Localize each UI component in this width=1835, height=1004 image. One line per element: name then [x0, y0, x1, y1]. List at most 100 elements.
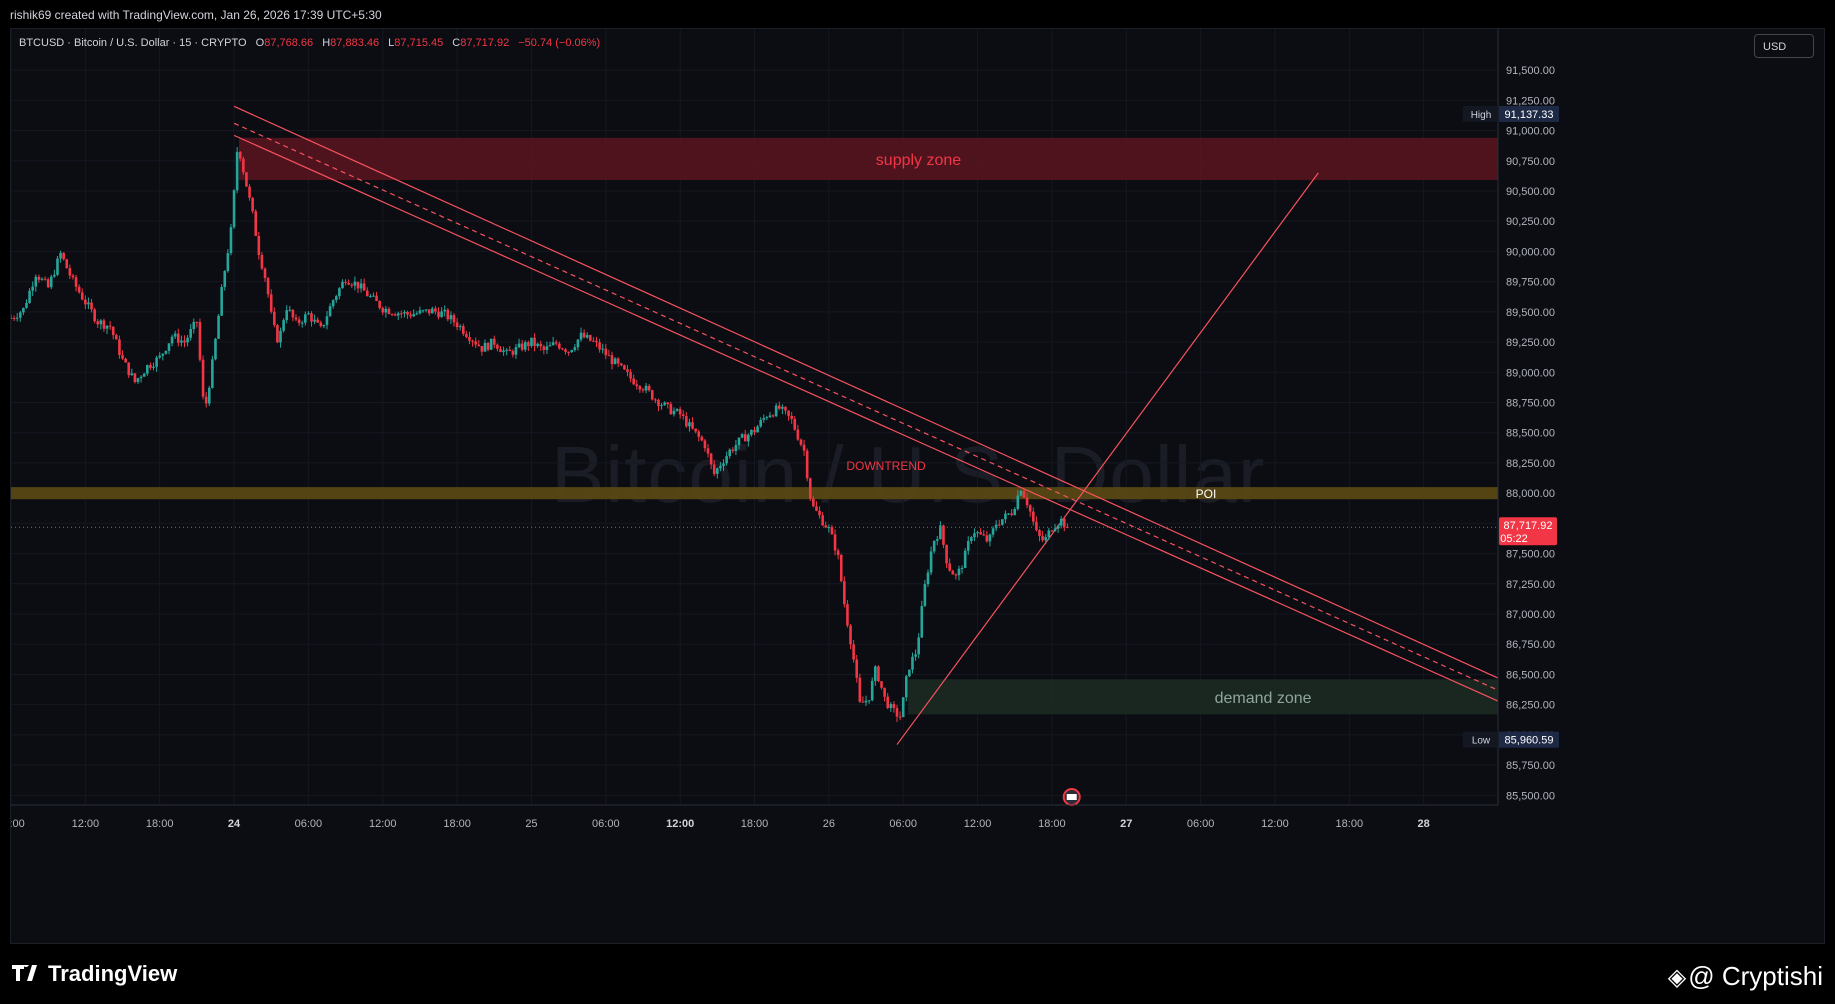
candle-body: [864, 700, 868, 703]
candle-body: [830, 527, 834, 535]
candle-body: [43, 278, 47, 280]
candle-body: [849, 625, 852, 645]
price-tick-label: 88,000.00: [1506, 488, 1555, 500]
candle-body: [539, 343, 543, 347]
high-badge-value: 91,137.33: [1505, 109, 1554, 121]
candle-body: [93, 309, 96, 322]
candle-body: [654, 399, 657, 401]
tradingview-logo[interactable]: TradingView: [12, 961, 177, 987]
candle-body: [378, 301, 381, 308]
candle-body: [545, 346, 549, 350]
candle-body: [102, 320, 106, 329]
candle-body: [743, 434, 747, 442]
currency-button[interactable]: USD: [1754, 34, 1814, 58]
candle-body: [40, 278, 44, 280]
high-label: H: [322, 37, 331, 49]
candle-body: [251, 197, 254, 212]
candle-body: [688, 422, 691, 427]
trendline-descending-channel-lower: [233, 134, 1499, 702]
candle-body: [548, 345, 552, 347]
candle-body: [660, 405, 663, 407]
candle-body: [691, 422, 694, 429]
symbol-watermark: Bitcoin / U.S. Dollar: [551, 430, 1266, 519]
price-tick-label: 90,000.00: [1506, 246, 1555, 258]
candle-body: [582, 332, 586, 338]
trendline-ascending-support: [896, 172, 1319, 745]
candle-body: [747, 434, 750, 442]
price-tick-label: 85,750.00: [1506, 760, 1555, 772]
candle-body: [62, 252, 65, 260]
candle-body: [310, 313, 313, 322]
candle-body: [353, 281, 357, 286]
candle-body: [542, 346, 546, 350]
candle-body: [623, 365, 626, 370]
candle-body: [384, 308, 388, 313]
candle-body: [917, 637, 920, 655]
candle-body: [1032, 511, 1035, 522]
candle-body: [427, 309, 431, 314]
candle-body: [533, 337, 536, 346]
candle-body: [1019, 490, 1023, 496]
candle-body: [146, 365, 149, 374]
time-tick-label: 18:00: [741, 818, 769, 830]
candle-body: [403, 311, 406, 314]
candle-body: [991, 528, 995, 535]
high-badge-tag: High: [1471, 110, 1492, 121]
symbol-title[interactable]: BTCUSD · Bitcoin / U.S. Dollar · 15 · CR…: [19, 37, 247, 49]
price-tick-label: 89,250.00: [1506, 337, 1555, 349]
candle-body: [551, 342, 555, 346]
candle-body: [211, 359, 214, 388]
candle-body: [945, 544, 948, 564]
candle-body: [815, 506, 818, 511]
chart-canvas[interactable]: supply zone demand zone POI DOWNTREND 85,500…: [11, 29, 1826, 945]
candle-body: [812, 498, 815, 507]
candle-body: [195, 321, 199, 323]
event-marker-flag: [1066, 794, 1077, 800]
candle-body: [824, 525, 828, 528]
candle-body: [276, 325, 279, 343]
candle-body: [322, 324, 326, 327]
time-tick-label: 06:00: [889, 818, 917, 830]
candle-body: [223, 271, 227, 288]
candle-body: [369, 296, 372, 298]
candle-body: [455, 322, 459, 328]
candle-body: [238, 151, 242, 159]
candle-body: [886, 696, 890, 709]
candle-body: [344, 281, 347, 283]
candle-body: [266, 278, 270, 295]
candle-body: [877, 666, 880, 682]
candle-body: [920, 605, 924, 638]
candle-body: [483, 343, 487, 352]
candle-body: [579, 332, 583, 340]
candle-body: [1038, 530, 1041, 537]
candle-body: [108, 325, 112, 327]
price-tick-label: 86,250.00: [1506, 700, 1555, 712]
candle-body: [347, 282, 350, 285]
candle-body: [852, 644, 855, 660]
candle-body: [939, 525, 942, 540]
candle-body: [365, 290, 369, 297]
candle-body: [204, 396, 208, 404]
candle-body: [359, 283, 363, 289]
candle-body: [753, 429, 756, 433]
candle-body: [28, 290, 31, 303]
candle-body: [892, 704, 896, 709]
candle-body: [784, 406, 787, 411]
candle-body: [71, 275, 75, 278]
candle-body: [96, 321, 100, 325]
candle-body: [610, 355, 614, 365]
candle-body: [932, 540, 936, 552]
candle-body: [663, 402, 666, 406]
candle-body: [59, 252, 62, 259]
candle-body: [613, 358, 617, 365]
candle-body: [390, 313, 394, 315]
candle-body: [84, 299, 87, 305]
candle-body: [127, 362, 131, 376]
candle-body: [870, 680, 874, 701]
candle-body: [694, 428, 697, 432]
tradingview-logo-text: TradingView: [48, 961, 178, 986]
candle-body: [502, 350, 505, 353]
candle-body: [675, 409, 679, 411]
candle-body: [880, 681, 883, 688]
chart-area[interactable]: Bitcoin / U.S. Dollar supply zone demand …: [10, 28, 1825, 944]
